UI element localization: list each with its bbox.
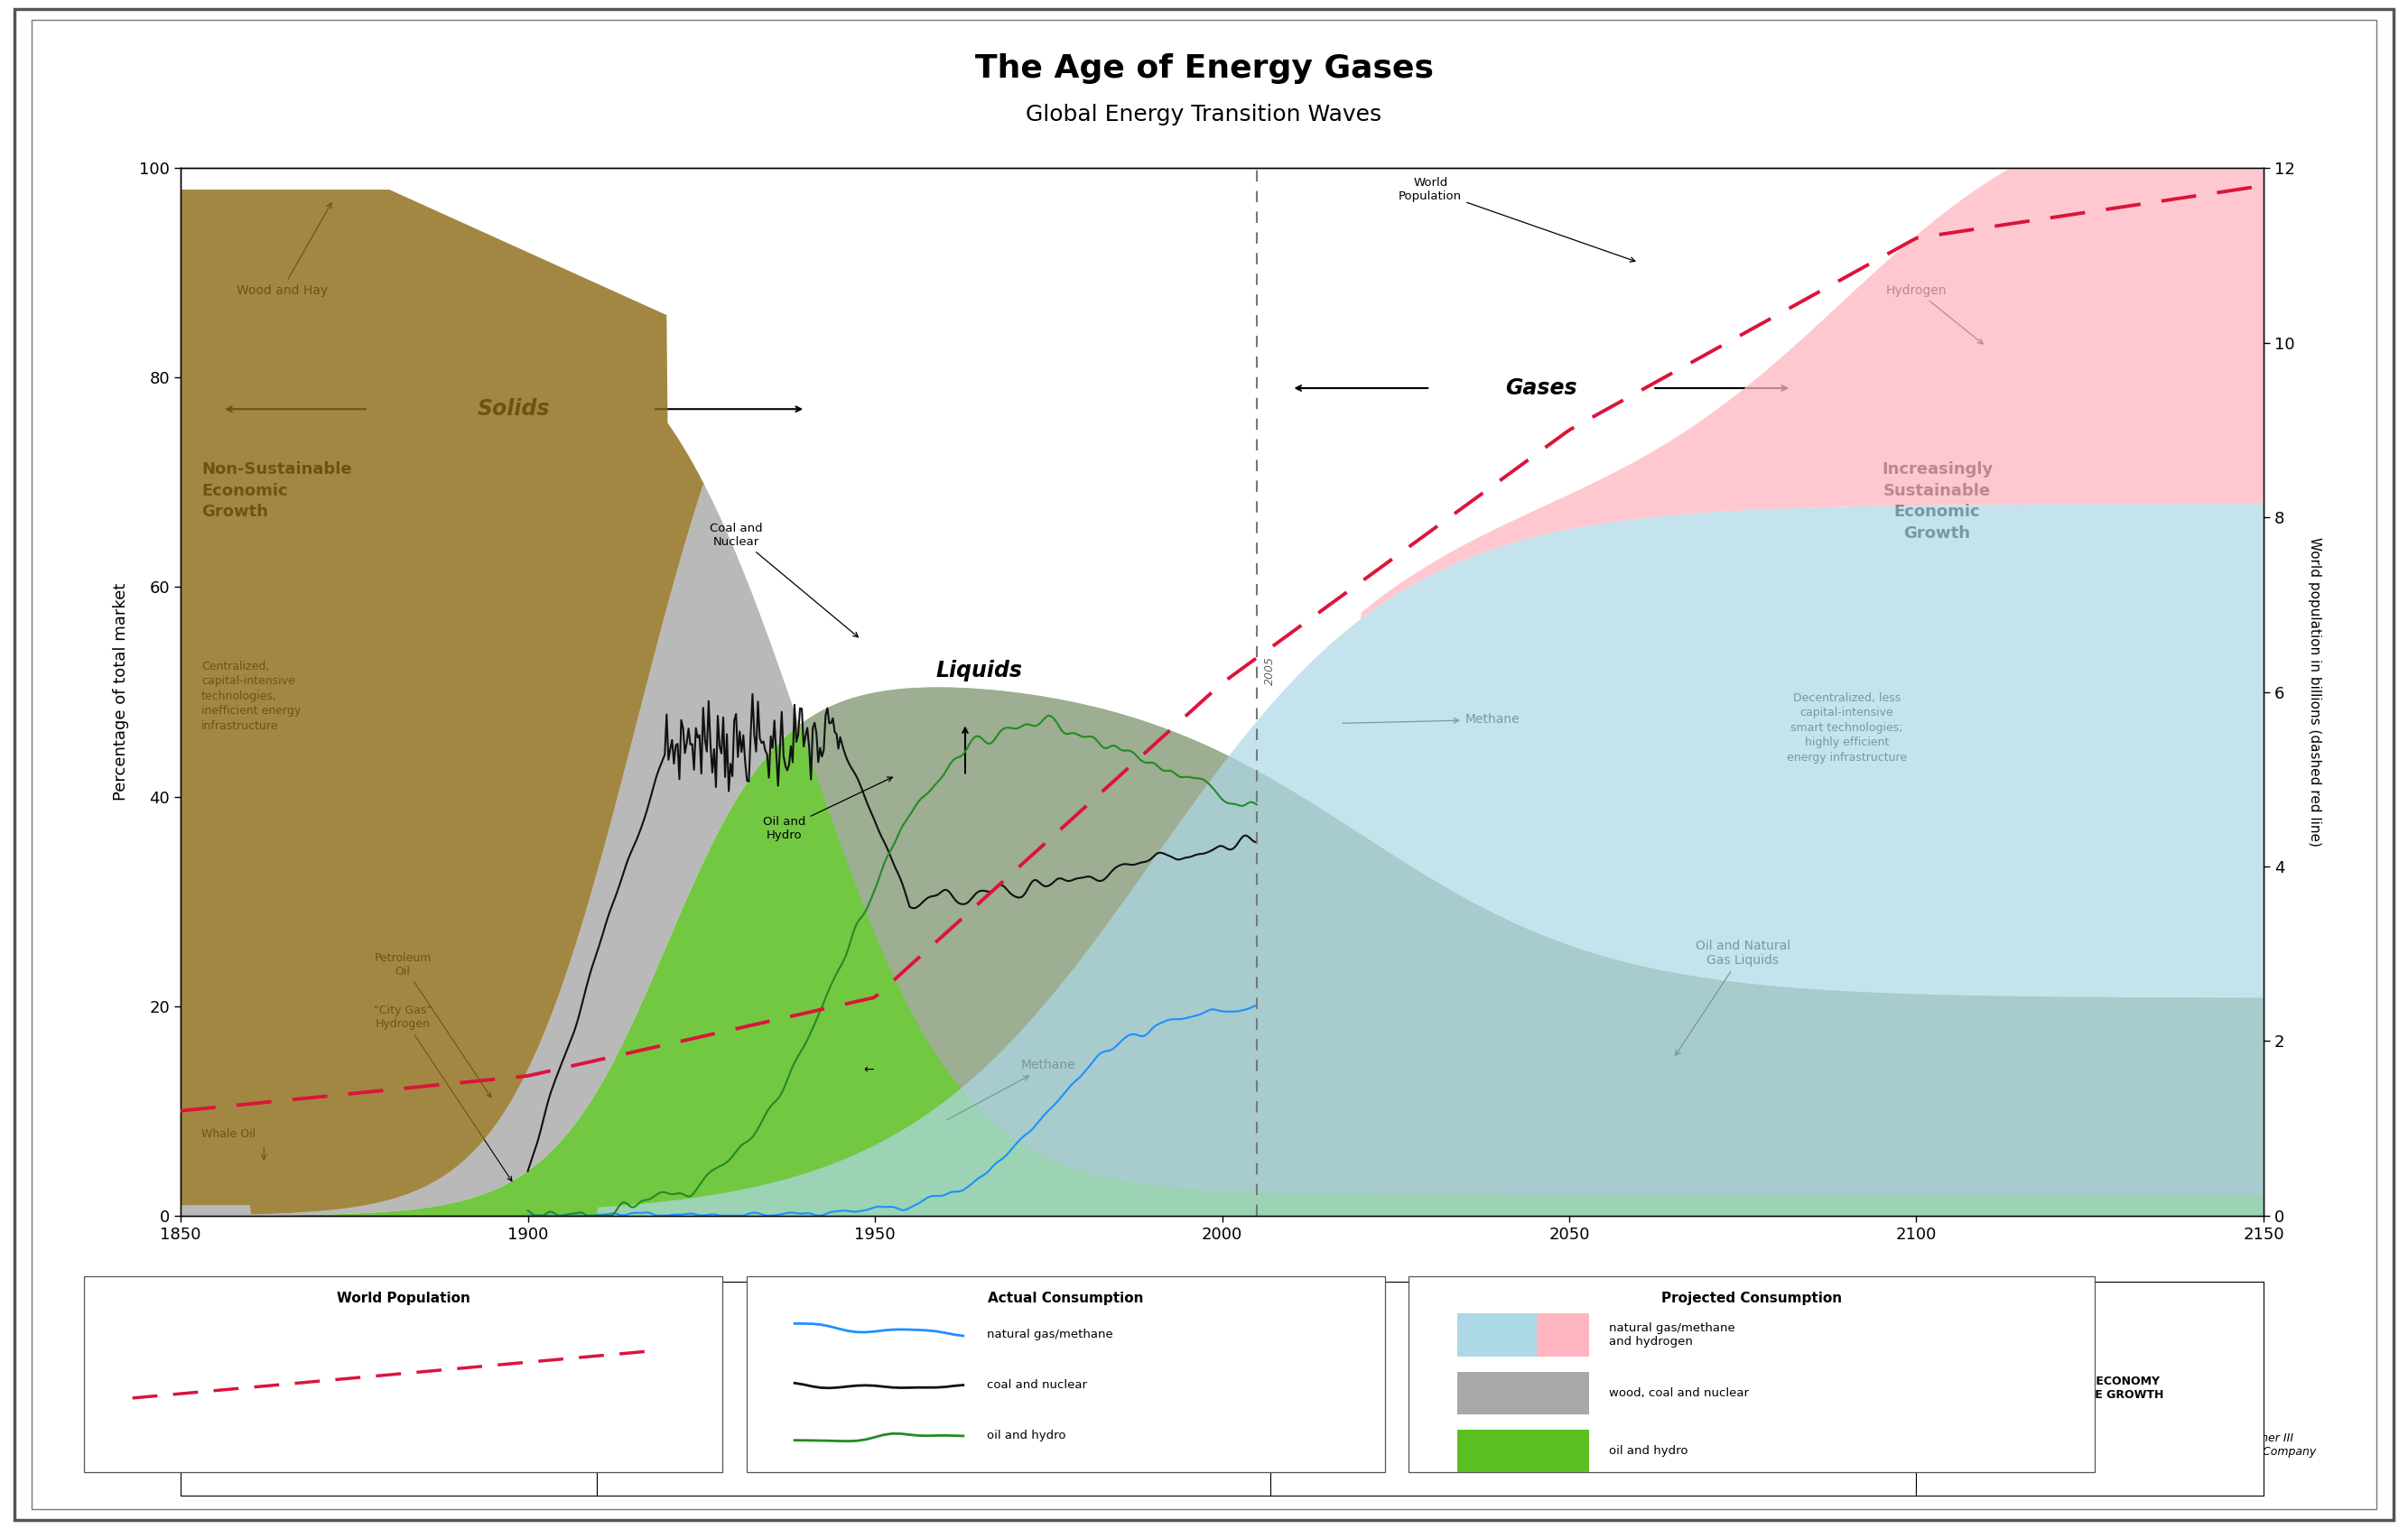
- Text: Centralized,
capital-intensive
technologies;
inefficient energy
infrastructure: Centralized, capital-intensive technolog…: [202, 661, 301, 732]
- Text: INDUSTRIAL REVOLUTION: INDUSTRIAL REVOLUTION: [308, 1382, 470, 1394]
- Text: Solids: Solids: [477, 398, 549, 420]
- Text: 2005: 2005: [1264, 656, 1276, 685]
- Text: $\leftarrow$: $\leftarrow$: [862, 1063, 874, 1075]
- Text: Robert A. Hefner III
©2007, The GHK Company: Robert A. Hefner III ©2007, The GHK Comp…: [2162, 1433, 2316, 1457]
- Text: coal and nuclear: coal and nuclear: [987, 1379, 1088, 1391]
- Text: Coal and
Nuclear: Coal and Nuclear: [710, 523, 857, 638]
- Text: Liquids: Liquids: [937, 661, 1023, 682]
- Text: wood, coal and nuclear: wood, coal and nuclear: [1609, 1387, 1748, 1399]
- Y-axis label: Percentage of total market: Percentage of total market: [113, 583, 130, 801]
- Text: 21ST CENTURY GLOBAL ECONOMY: 21ST CENTURY GLOBAL ECONOMY: [1486, 1382, 1702, 1394]
- Text: World Population: World Population: [337, 1292, 470, 1306]
- Text: The Age of Energy Gases: The Age of Energy Gases: [975, 54, 1433, 84]
- Text: POST WW II MODERN ECONOMY: POST WW II MODERN ECONOMY: [833, 1382, 1035, 1394]
- Y-axis label: World population in billions (dashed red line): World population in billions (dashed red…: [2307, 537, 2321, 847]
- Text: Gases: Gases: [1505, 378, 1577, 399]
- Text: oil and hydro: oil and hydro: [1609, 1445, 1688, 1457]
- Text: Oil and
Hydro: Oil and Hydro: [763, 777, 893, 841]
- Text: Non-Sustainable
Economic
Growth: Non-Sustainable Economic Growth: [202, 462, 352, 520]
- Text: Global Energy Transition Waves: Global Energy Transition Waves: [1026, 104, 1382, 125]
- Text: Methane: Methane: [1344, 714, 1519, 726]
- Text: "City Gas"
Hydrogen: "City Gas" Hydrogen: [373, 1005, 513, 1180]
- Text: Oil and Natural
Gas Liquids: Oil and Natural Gas Liquids: [1676, 940, 1789, 1055]
- Text: Decentralized, less
capital-intensive
smart technologies;
highly efficient
energ: Decentralized, less capital-intensive sm…: [1787, 691, 1907, 763]
- Text: natural gas/methane: natural gas/methane: [987, 1329, 1112, 1341]
- Text: Methane: Methane: [946, 1060, 1076, 1121]
- Text: Petroleum
Oil: Petroleum Oil: [373, 953, 491, 1098]
- Text: World
Population: World Population: [1399, 177, 1635, 261]
- Text: Wood and Hay: Wood and Hay: [236, 203, 332, 297]
- Text: Whale Oil: Whale Oil: [202, 1128, 255, 1139]
- Text: Actual Consumption: Actual Consumption: [987, 1292, 1144, 1306]
- Text: Hydrogen: Hydrogen: [1885, 284, 1982, 344]
- Text: Increasingly
Sustainable
Economic
Growth: Increasingly Sustainable Economic Growth: [1881, 462, 1994, 541]
- Text: HYDROGEN ECONOMY
SUSTAINABLE GROWTH: HYDROGEN ECONOMY SUSTAINABLE GROWTH: [2015, 1376, 2165, 1401]
- Text: natural gas/methane
and hydrogen: natural gas/methane and hydrogen: [1609, 1323, 1734, 1347]
- Text: oil and hydro: oil and hydro: [987, 1430, 1067, 1442]
- Text: Projected Consumption: Projected Consumption: [1662, 1292, 1842, 1306]
